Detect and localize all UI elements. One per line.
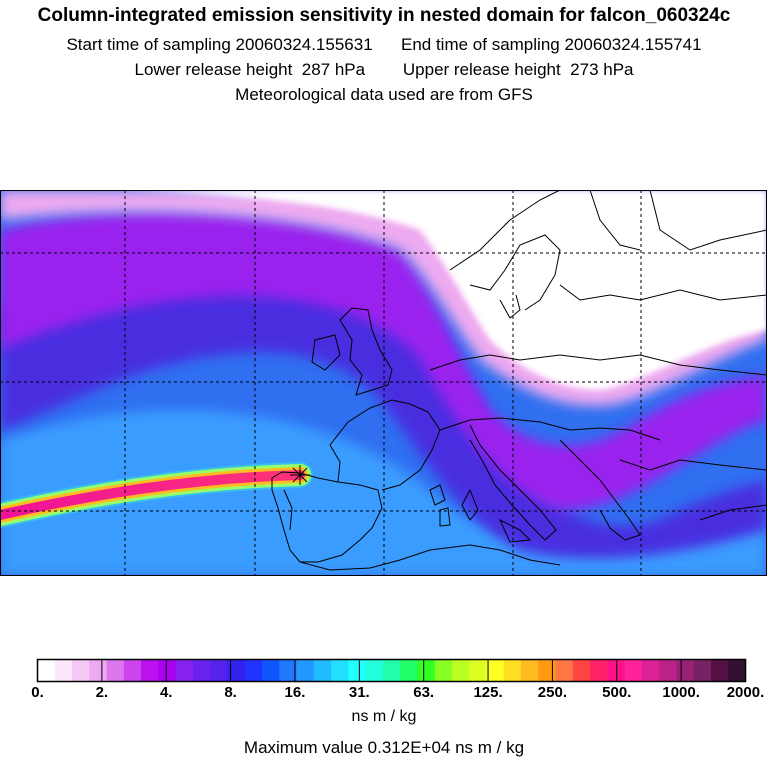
- colorbar-cell: [227, 659, 246, 682]
- colorbar-units: ns m / kg: [351, 708, 417, 725]
- colorbar-cell: [555, 659, 574, 682]
- colorbar-cell: [590, 659, 608, 682]
- colorbar-cell: [434, 659, 453, 682]
- colorbar-ticks: [101, 659, 682, 682]
- lat-lon-grid: [0, 190, 767, 576]
- colorbar-tick-label: 31.: [349, 684, 370, 700]
- colorbar-cell: [313, 659, 332, 682]
- maximum-value-text: Maximum value 0.312E+04 ns m / kg: [243, 738, 525, 757]
- colorbar-tick-label: 0.: [31, 684, 44, 700]
- colorbar-cell: [693, 659, 712, 682]
- figure-title: Column-integrated emission sensitivity i…: [37, 5, 731, 26]
- colorbar-cell: [659, 659, 678, 682]
- colorbar-cell: [382, 659, 401, 682]
- colorbar-tick-label: 250.: [538, 684, 567, 700]
- colorbar-cell: [417, 659, 436, 682]
- colorbar-cell: [451, 659, 470, 682]
- colorbar-cell: [210, 659, 229, 682]
- colorbar-tick-label: 125.: [473, 684, 502, 700]
- colorbar-tick-label: 1000.: [662, 684, 700, 700]
- colorbar-cell: [192, 659, 211, 682]
- field-south-lightblue: [0, 410, 767, 576]
- colorbar-cell: [728, 659, 747, 682]
- colorbar-cell: [244, 659, 263, 682]
- colorbar-cell: [503, 659, 522, 682]
- colorbar-tick-label: 4.: [160, 684, 173, 700]
- colorbar-cell: [469, 659, 488, 682]
- meteo-data-line: Meteorological data used are from GFS: [235, 85, 533, 104]
- field-purple-band: [0, 212, 767, 510]
- release-point-marker: [290, 465, 310, 485]
- colorbar-cell: [331, 659, 349, 682]
- colorbar-cell: [624, 659, 643, 682]
- colorbar-tick-label: 500.: [602, 684, 631, 700]
- colorbar-cell: [676, 659, 695, 682]
- colorbar-cell: [261, 659, 280, 682]
- colorbar-cell: [123, 659, 142, 682]
- colorbar-cells: [37, 659, 747, 682]
- colorbar-cell: [348, 659, 367, 682]
- colorbar-cell: [279, 659, 298, 682]
- colorbar-labels: 0. 2. 4. 8. 16. 31. 63. 125. 250. 500. 1000. 2000.: [31, 684, 764, 700]
- colorbar-legend: 0. 2. 4. 8. 16. 31. 63. 125. 250. 500. 1000. 2000.: [31, 658, 764, 700]
- colorbar-cell: [538, 659, 557, 682]
- colorbar-frame: [36, 658, 747, 683]
- colorbar-cell: [37, 659, 56, 682]
- colorbar-cell: [400, 659, 419, 682]
- emission-sensitivity-map: [0, 190, 767, 576]
- colorbar-tick-label: 8.: [224, 684, 237, 700]
- plume-core: [0, 470, 305, 520]
- colorbar-cell: [710, 659, 729, 682]
- colorbar-cell: [296, 659, 315, 682]
- colorbar-tick-label: 63.: [413, 684, 434, 700]
- colorbar-cell: [89, 659, 108, 682]
- field-white-region: [120, 190, 767, 390]
- release-height-line: Lower release height 287 hPa Upper relea…: [134, 60, 634, 79]
- colorbar-cell: [365, 659, 384, 682]
- colorbar-tick-label: 16.: [285, 684, 306, 700]
- colorbar-cell: [158, 659, 177, 682]
- colorbar-cell: [572, 659, 591, 682]
- colorbar-cell: [641, 659, 660, 682]
- sampling-time-line: Start time of sampling 20060324.155631 E…: [66, 35, 702, 54]
- colorbar-cell: [141, 659, 159, 682]
- colorbar-cell: [106, 659, 125, 682]
- colorbar-cell: [175, 659, 194, 682]
- colorbar-cell: [54, 659, 73, 682]
- colorbar-tick-label: 2.: [96, 684, 109, 700]
- colorbar-cell: [72, 659, 90, 682]
- map-frame: [0, 190, 767, 576]
- colorbar-cell: [521, 659, 539, 682]
- colorbar-cell: [486, 659, 505, 682]
- colorbar-tick-label: 2000.: [727, 684, 765, 700]
